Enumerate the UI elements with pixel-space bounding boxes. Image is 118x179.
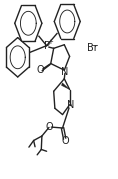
Text: −: − xyxy=(90,41,96,50)
Text: N: N xyxy=(61,67,69,77)
Text: Br: Br xyxy=(87,43,97,53)
Text: O: O xyxy=(61,136,69,146)
Text: N: N xyxy=(67,100,74,110)
Text: P: P xyxy=(44,41,50,51)
Text: O: O xyxy=(46,122,53,132)
Text: +: + xyxy=(47,39,53,45)
Text: O: O xyxy=(37,65,44,75)
Polygon shape xyxy=(62,83,70,90)
